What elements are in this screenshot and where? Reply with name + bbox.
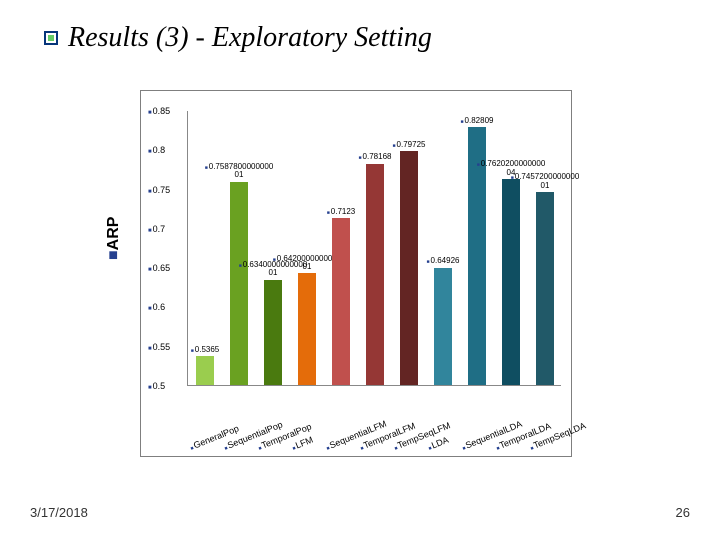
- footer-page-number: 26: [676, 505, 690, 520]
- title-bullet-icon: [44, 31, 58, 45]
- bar: [230, 182, 249, 385]
- footer-date: 3/17/2018: [30, 505, 88, 520]
- y-tick: ■0.65: [148, 263, 170, 273]
- bar-value-label: ■0.7123: [327, 208, 356, 216]
- x-labels: ■GeneralPop■SequentialPop■TemporalPop■LF…: [187, 388, 561, 452]
- bar-value-label: ■0.5365: [191, 346, 220, 354]
- chart: ■0.5 ■0.55 ■0.6 ■0.65 ■0.7 ■0.75 ■0.8 ■0.85 ■0.5…: [140, 90, 572, 457]
- title-bar: Results (3) - Exploratory Setting: [0, 0, 720, 54]
- y-tick: ■0.7: [148, 224, 165, 234]
- y-axis-label: ■ARP: [105, 217, 123, 260]
- y-tick: ■0.8: [148, 145, 165, 155]
- y-tick: ■0.55: [148, 342, 170, 352]
- plot-area: ■0.5■0.55■0.6■0.65■0.7■0.75■0.8■0.85■0.5…: [187, 111, 561, 386]
- bar-value-label: ■0.758780000000001: [205, 163, 274, 180]
- bar: [298, 273, 317, 385]
- bar: [264, 280, 283, 385]
- bar-value-label: ■0.745720000000001: [511, 173, 580, 190]
- y-tick: ■0.85: [148, 106, 170, 116]
- page-title: Results (3) - Exploratory Setting: [68, 22, 432, 54]
- bar-value-label: ■0.82809: [461, 117, 494, 125]
- bar: [332, 218, 351, 385]
- bar: [196, 356, 215, 385]
- bar: [366, 164, 385, 385]
- y-tick: ■0.6: [148, 302, 165, 312]
- bar: [502, 179, 521, 385]
- bar: [434, 268, 453, 385]
- bar: [536, 192, 555, 385]
- bar-value-label: ■0.79725: [393, 141, 426, 149]
- bar: [400, 151, 419, 385]
- bar-value-label: ■0.64926: [427, 257, 460, 265]
- y-tick: ■0.75: [148, 185, 170, 195]
- bar-value-label: ■0.78168: [359, 153, 392, 161]
- y-tick: ■0.5: [148, 381, 165, 391]
